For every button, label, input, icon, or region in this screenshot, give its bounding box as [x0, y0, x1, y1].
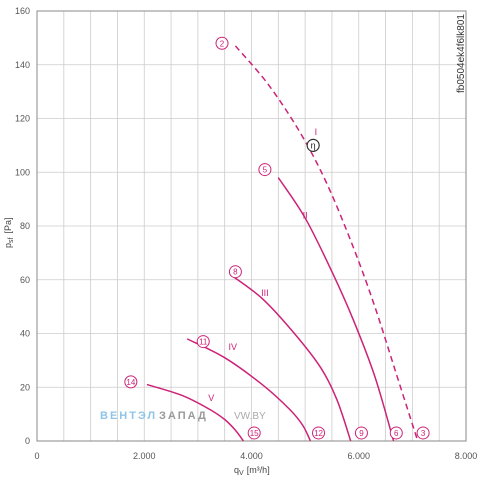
series-line-IV [186, 338, 312, 442]
marker-circle [124, 375, 138, 389]
series-line-V [146, 383, 245, 442]
watermark-part2: ЗАПАД [159, 410, 208, 422]
marker-circle [354, 426, 368, 440]
efficiency-marker-label: η [311, 140, 316, 150]
marker-circle [196, 335, 210, 349]
y-axis-subscript: sf [8, 237, 15, 243]
watermark-part3: VW.BY [234, 411, 266, 422]
curve-label: IV [228, 342, 237, 352]
y-tick-label: 20 [20, 382, 30, 392]
x-tick-label: 8.000 [455, 451, 478, 461]
y-tick-label: 60 [20, 275, 30, 285]
x-axis-unit: [m³/h] [247, 465, 270, 475]
marker-circle [312, 426, 326, 440]
x-axis-symbol: q [234, 465, 239, 475]
x-axis-subscript: V [239, 470, 244, 477]
marker-circle [228, 265, 242, 279]
marker-label: 5 [263, 166, 268, 175]
y-tick-label: 140 [15, 60, 30, 70]
marker-circle [215, 36, 229, 50]
x-axis-title: qV [m³/h] [234, 465, 270, 477]
curve-label: V [208, 393, 214, 403]
marker-label: 8 [233, 268, 238, 277]
curve-label: I [315, 127, 318, 137]
x-tick-label: 0 [34, 451, 39, 461]
tick-labels: 0 2.000 4.000 6.000 8.000 0 20 40 60 80 100 120 140 1… [15, 6, 477, 461]
y-tick-label: 80 [20, 221, 30, 231]
marker-circle [258, 163, 272, 177]
x-tick-label: 2.000 [133, 451, 156, 461]
y-tick-label: 40 [20, 329, 30, 339]
marker-circle [247, 426, 261, 440]
marker-label: 2 [220, 39, 225, 48]
y-tick-label: 160 [15, 6, 30, 16]
marker-label: 15 [250, 429, 259, 438]
axes [36, 10, 467, 442]
y-tick-label: 100 [15, 167, 30, 177]
plot-frame [36, 10, 467, 442]
x-tick-label: 6.000 [347, 451, 370, 461]
marker-label: 3 [421, 429, 426, 438]
series-line-I [234, 45, 419, 442]
y-tick-label: 0 [25, 436, 30, 446]
y-tick-label: 120 [15, 114, 30, 124]
marker-label: 14 [126, 378, 135, 387]
series-line-II [277, 177, 395, 442]
watermark-part1: ВЕНТЭЛ [100, 410, 157, 422]
efficiency-marker-circle [306, 138, 320, 152]
marker-label: 6 [394, 429, 399, 438]
series-group [146, 45, 419, 442]
y-axis-symbol: p [3, 243, 13, 248]
y-axis-unit: [Pa] [3, 218, 13, 234]
series-line-III [229, 273, 352, 442]
x-tick-label: 4.000 [240, 451, 263, 461]
marker-label: 9 [359, 429, 364, 438]
code-label: fb0504ek4f6lk801 [456, 14, 467, 93]
marker-circle [416, 426, 430, 440]
markers: 2 5 8 11 14 15 12 9 6 3 η [124, 36, 430, 440]
marker-label: 11 [199, 338, 208, 347]
marker-label: 12 [314, 429, 323, 438]
curve-label: III [261, 288, 269, 298]
marker-circle [389, 426, 403, 440]
curve-label: II [303, 210, 308, 220]
watermark: ВЕНТЭЛ ЗАПАД VW.BY [100, 410, 266, 422]
y-axis-title: psf [Pa] [3, 218, 15, 248]
